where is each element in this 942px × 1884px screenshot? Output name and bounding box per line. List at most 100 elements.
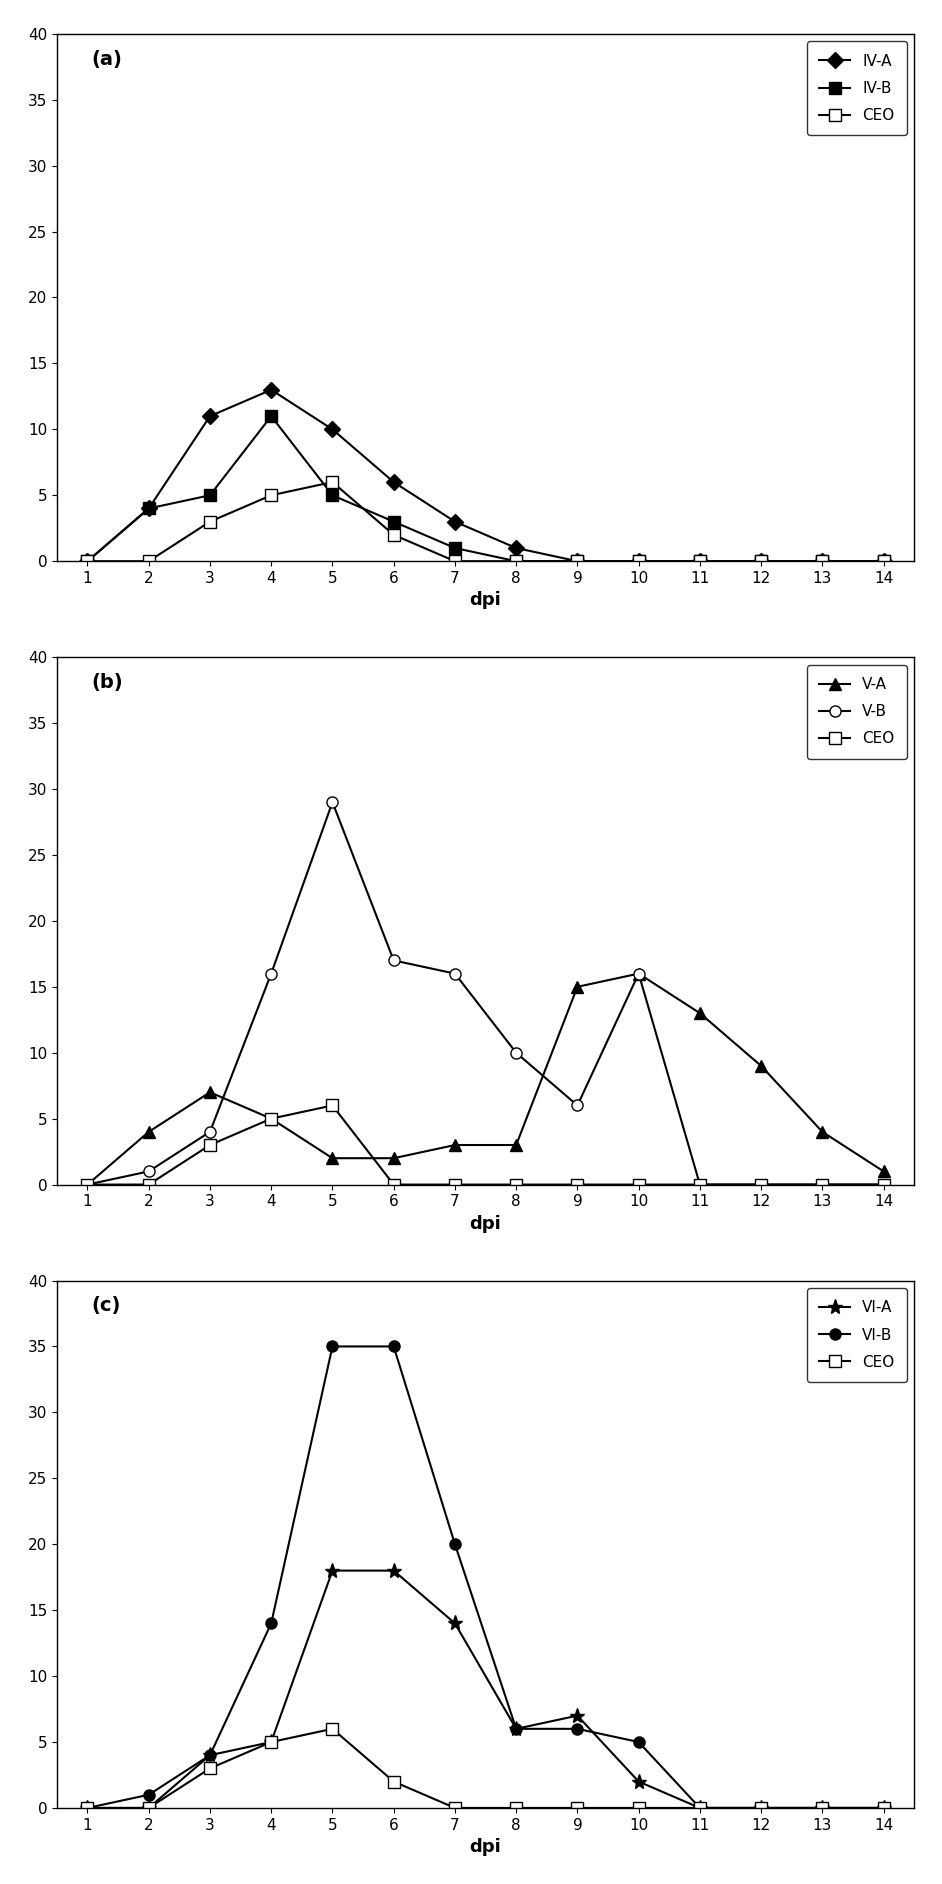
VI-A — [511, 1718, 522, 1741]
V-B — [694, 1174, 706, 1196]
CEO — [755, 1797, 767, 1820]
V-B — [143, 1161, 154, 1183]
VI-B — [143, 1784, 154, 1807]
V-B — [82, 1174, 93, 1196]
CEO — [755, 550, 767, 573]
V-B — [817, 1174, 828, 1196]
V-A — [82, 1174, 93, 1196]
V-A — [572, 976, 583, 999]
Line: IV-B: IV-B — [82, 411, 889, 567]
V-A — [878, 1161, 889, 1183]
V-A — [817, 1121, 828, 1144]
CEO — [204, 1134, 216, 1157]
CEO — [388, 1771, 399, 1794]
CEO — [694, 1174, 706, 1196]
VI-A — [143, 1797, 154, 1820]
Line: VI-B: VI-B — [82, 1341, 889, 1814]
IV-B — [449, 537, 461, 560]
V-B — [633, 963, 644, 985]
CEO — [449, 550, 461, 573]
CEO — [511, 1797, 522, 1820]
CEO — [266, 484, 277, 507]
CEO — [817, 550, 828, 573]
Line: CEO: CEO — [82, 1724, 889, 1814]
CEO — [266, 1731, 277, 1754]
VI-A — [755, 1797, 767, 1820]
CEO — [143, 550, 154, 573]
CEO — [572, 550, 583, 573]
IV-A — [817, 550, 828, 573]
IV-A — [82, 550, 93, 573]
VI-A — [266, 1731, 277, 1754]
IV-B — [143, 497, 154, 520]
CEO — [572, 1797, 583, 1820]
IV-B — [82, 550, 93, 573]
CEO — [327, 471, 338, 494]
IV-A — [266, 379, 277, 401]
IV-B — [817, 550, 828, 573]
VI-B — [511, 1718, 522, 1741]
IV-A — [204, 405, 216, 428]
CEO — [143, 1174, 154, 1196]
CEO — [82, 550, 93, 573]
IV-B — [878, 550, 889, 573]
CEO — [633, 1174, 644, 1196]
IV-A — [572, 550, 583, 573]
IV-A — [388, 471, 399, 494]
VI-B — [204, 1745, 216, 1767]
IV-B — [388, 511, 399, 533]
IV-B — [694, 550, 706, 573]
VI-B — [82, 1797, 93, 1820]
CEO — [266, 1108, 277, 1130]
CEO — [449, 1797, 461, 1820]
VI-B — [327, 1336, 338, 1358]
CEO — [694, 550, 706, 573]
VI-A — [694, 1797, 706, 1820]
CEO — [633, 1797, 644, 1820]
VI-B — [388, 1336, 399, 1358]
VI-A — [878, 1797, 889, 1820]
VI-A — [388, 1560, 399, 1583]
V-B — [878, 1174, 889, 1196]
CEO — [817, 1174, 828, 1196]
Line: CEO: CEO — [82, 477, 889, 567]
CEO — [511, 1174, 522, 1196]
V-A — [143, 1121, 154, 1144]
Line: VI-A: VI-A — [80, 1564, 891, 1816]
V-A — [633, 963, 644, 985]
VI-A — [327, 1560, 338, 1583]
CEO — [204, 511, 216, 533]
VI-B — [817, 1797, 828, 1820]
Legend: V-A, V-B, CEO: V-A, V-B, CEO — [807, 665, 906, 759]
IV-A — [755, 550, 767, 573]
CEO — [327, 1095, 338, 1117]
IV-B — [266, 405, 277, 428]
VI-B — [633, 1731, 644, 1754]
V-A — [511, 1134, 522, 1157]
IV-A — [143, 497, 154, 520]
IV-B — [511, 550, 522, 573]
V-B — [572, 1095, 583, 1117]
CEO — [327, 1718, 338, 1741]
V-B — [755, 1174, 767, 1196]
IV-B — [633, 550, 644, 573]
CEO — [878, 1797, 889, 1820]
CEO — [388, 524, 399, 546]
Line: V-B: V-B — [82, 797, 889, 1191]
Text: (a): (a) — [91, 49, 122, 68]
VI-B — [694, 1797, 706, 1820]
VI-A — [817, 1797, 828, 1820]
IV-A — [878, 550, 889, 573]
CEO — [633, 550, 644, 573]
VI-A — [204, 1745, 216, 1767]
Text: (c): (c) — [91, 1296, 121, 1315]
IV-A — [511, 537, 522, 560]
CEO — [82, 1797, 93, 1820]
V-A — [449, 1134, 461, 1157]
IV-A — [694, 550, 706, 573]
VI-A — [633, 1771, 644, 1794]
CEO — [82, 1174, 93, 1196]
IV-B — [327, 484, 338, 507]
Line: V-A: V-A — [82, 968, 889, 1191]
VI-B — [449, 1534, 461, 1556]
